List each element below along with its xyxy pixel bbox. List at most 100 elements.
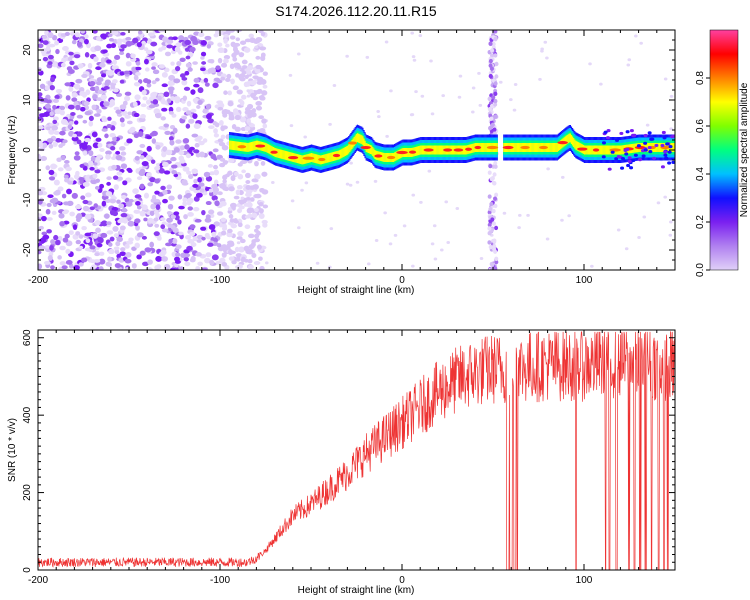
noise-cell (156, 235, 162, 241)
noise-cell (117, 40, 122, 47)
noise-cell (75, 170, 80, 176)
noise-cell (38, 225, 44, 230)
noise-cell (193, 77, 200, 83)
noise-cell (660, 143, 665, 148)
noise-cell (105, 154, 111, 160)
noise-cell (196, 105, 201, 109)
noise-cell (158, 47, 163, 52)
x-tick-label: 100 (576, 275, 593, 286)
noise-cell (52, 61, 58, 68)
noise-cell (181, 76, 188, 81)
noise-cell (245, 179, 251, 185)
noise-cell (92, 142, 100, 149)
ridge-cell (574, 139, 576, 149)
noise-cell (125, 36, 132, 41)
noise-cell (238, 75, 244, 80)
noise-cell (290, 199, 295, 203)
noise-cell (100, 94, 107, 100)
noise-cell (639, 41, 643, 45)
noise-cell (178, 231, 184, 236)
ridge-cell (472, 143, 474, 153)
noise-cell (188, 173, 194, 179)
ridge-peak (360, 145, 371, 150)
noise-cell (168, 136, 174, 141)
ridge-cell (537, 143, 539, 152)
noise-cell (84, 111, 92, 116)
ridge-peak (557, 141, 568, 145)
ridge-cell (566, 135, 568, 144)
noise-cell (124, 114, 131, 119)
ridge-cell (341, 148, 343, 158)
ridge-peak (386, 155, 396, 160)
noise-cell (517, 226, 521, 230)
ridge-cell (385, 153, 387, 162)
noise-cell (192, 206, 200, 212)
ridge-peak (288, 155, 299, 160)
noise-cell (637, 235, 641, 239)
ridge-cell (349, 143, 351, 152)
noise-cell (198, 182, 205, 187)
noise-cell (103, 213, 110, 219)
noise-cell (121, 207, 127, 213)
noise-cell (151, 62, 158, 67)
noise-cell (215, 65, 221, 70)
noise-cell (62, 237, 69, 243)
noise-cell (60, 155, 66, 161)
noise-cell (38, 190, 44, 196)
noise-cell (45, 45, 51, 52)
noise-cell (246, 89, 251, 93)
noise-cell (430, 112, 435, 116)
noise-cell (208, 188, 214, 193)
noise-cell (166, 44, 174, 49)
spike-cell (488, 73, 493, 79)
noise-cell (61, 265, 68, 270)
noise-cell (237, 222, 243, 228)
noise-cell (213, 169, 220, 176)
noise-cell (83, 101, 90, 106)
noise-cell (119, 117, 125, 123)
noise-cell (187, 67, 193, 72)
noise-cell (665, 142, 670, 146)
ridge-cell (531, 143, 533, 152)
noise-cell (624, 247, 629, 251)
noise-cell (193, 149, 200, 154)
noise-cell (228, 256, 235, 261)
noise-cell (190, 242, 197, 248)
noise-cell (664, 156, 669, 160)
ridge-cell (396, 151, 398, 161)
colorbar: 0.0 0.2 0.4 0.6 0.8 Normalized spectral ampl… (695, 29, 750, 277)
noise-cell (228, 186, 235, 192)
noise-cell (121, 195, 127, 200)
noise-cell (236, 89, 243, 95)
noise-cell (518, 213, 522, 217)
noise-cell (180, 158, 186, 164)
noise-cell (137, 30, 143, 35)
snr-marks (38, 330, 675, 570)
ridge-cell (485, 143, 487, 152)
spike-cell (490, 53, 495, 58)
noise-cell (235, 37, 241, 42)
noise-cell (108, 37, 115, 42)
noise-cell (136, 176, 143, 181)
ridge-cell (484, 143, 486, 152)
noise-cell (388, 242, 393, 246)
noise-cell (67, 69, 75, 75)
noise-cell (77, 131, 83, 137)
noise-cell (170, 225, 176, 230)
noise-cell (228, 214, 234, 219)
noise-cell (204, 82, 210, 87)
noise-cell (176, 60, 182, 67)
noise-cell (206, 43, 212, 49)
noise-cell (154, 265, 160, 270)
noise-cell (124, 95, 131, 102)
noise-cell (139, 168, 146, 175)
noise-cell (179, 145, 186, 151)
spike-cell (493, 91, 498, 97)
ridge-cell (530, 143, 532, 152)
noise-cell (138, 117, 146, 123)
noise-cell (161, 72, 168, 78)
spike-cell (487, 231, 492, 236)
noise-cell (110, 84, 116, 90)
noise-cell (258, 115, 265, 120)
ridge-cell (397, 150, 399, 160)
